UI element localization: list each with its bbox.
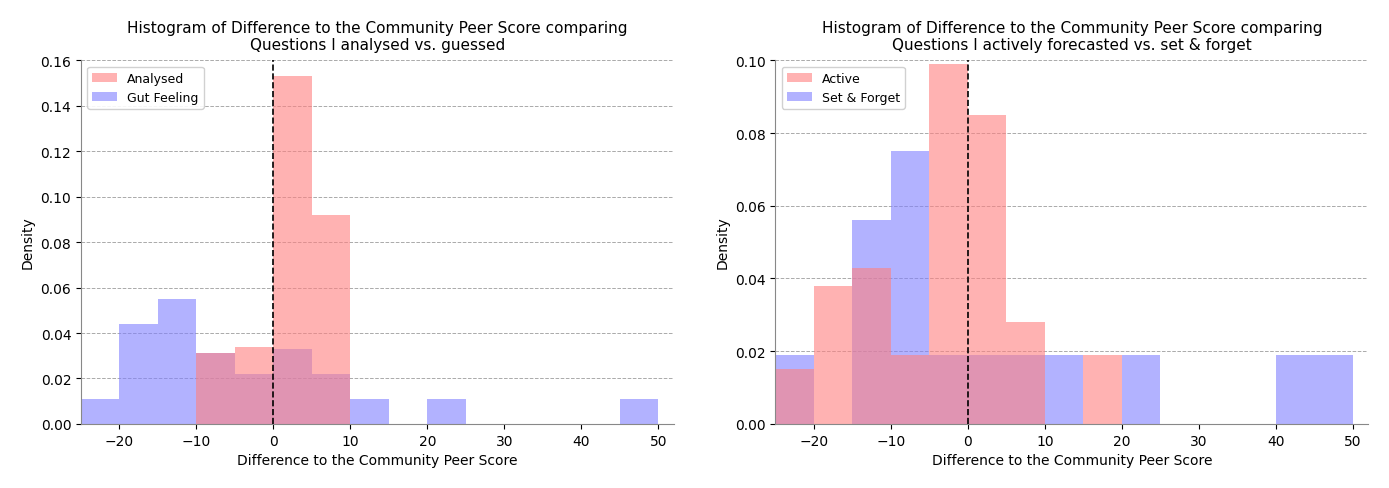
Y-axis label: Density: Density [715,216,729,269]
X-axis label: Difference to the Community Peer Score: Difference to the Community Peer Score [238,453,518,467]
Y-axis label: Density: Density [21,216,35,269]
Title: Histogram of Difference to the Community Peer Score comparing
Questions I analys: Histogram of Difference to the Community… [128,21,628,53]
Legend: Active, Set & Forget: Active, Set & Forget [782,67,904,110]
X-axis label: Difference to the Community Peer Score: Difference to the Community Peer Score [932,453,1213,467]
Legend: Analysed, Gut Feeling: Analysed, Gut Feeling [88,67,204,110]
Title: Histogram of Difference to the Community Peer Score comparing
Questions I active: Histogram of Difference to the Community… [821,21,1322,53]
